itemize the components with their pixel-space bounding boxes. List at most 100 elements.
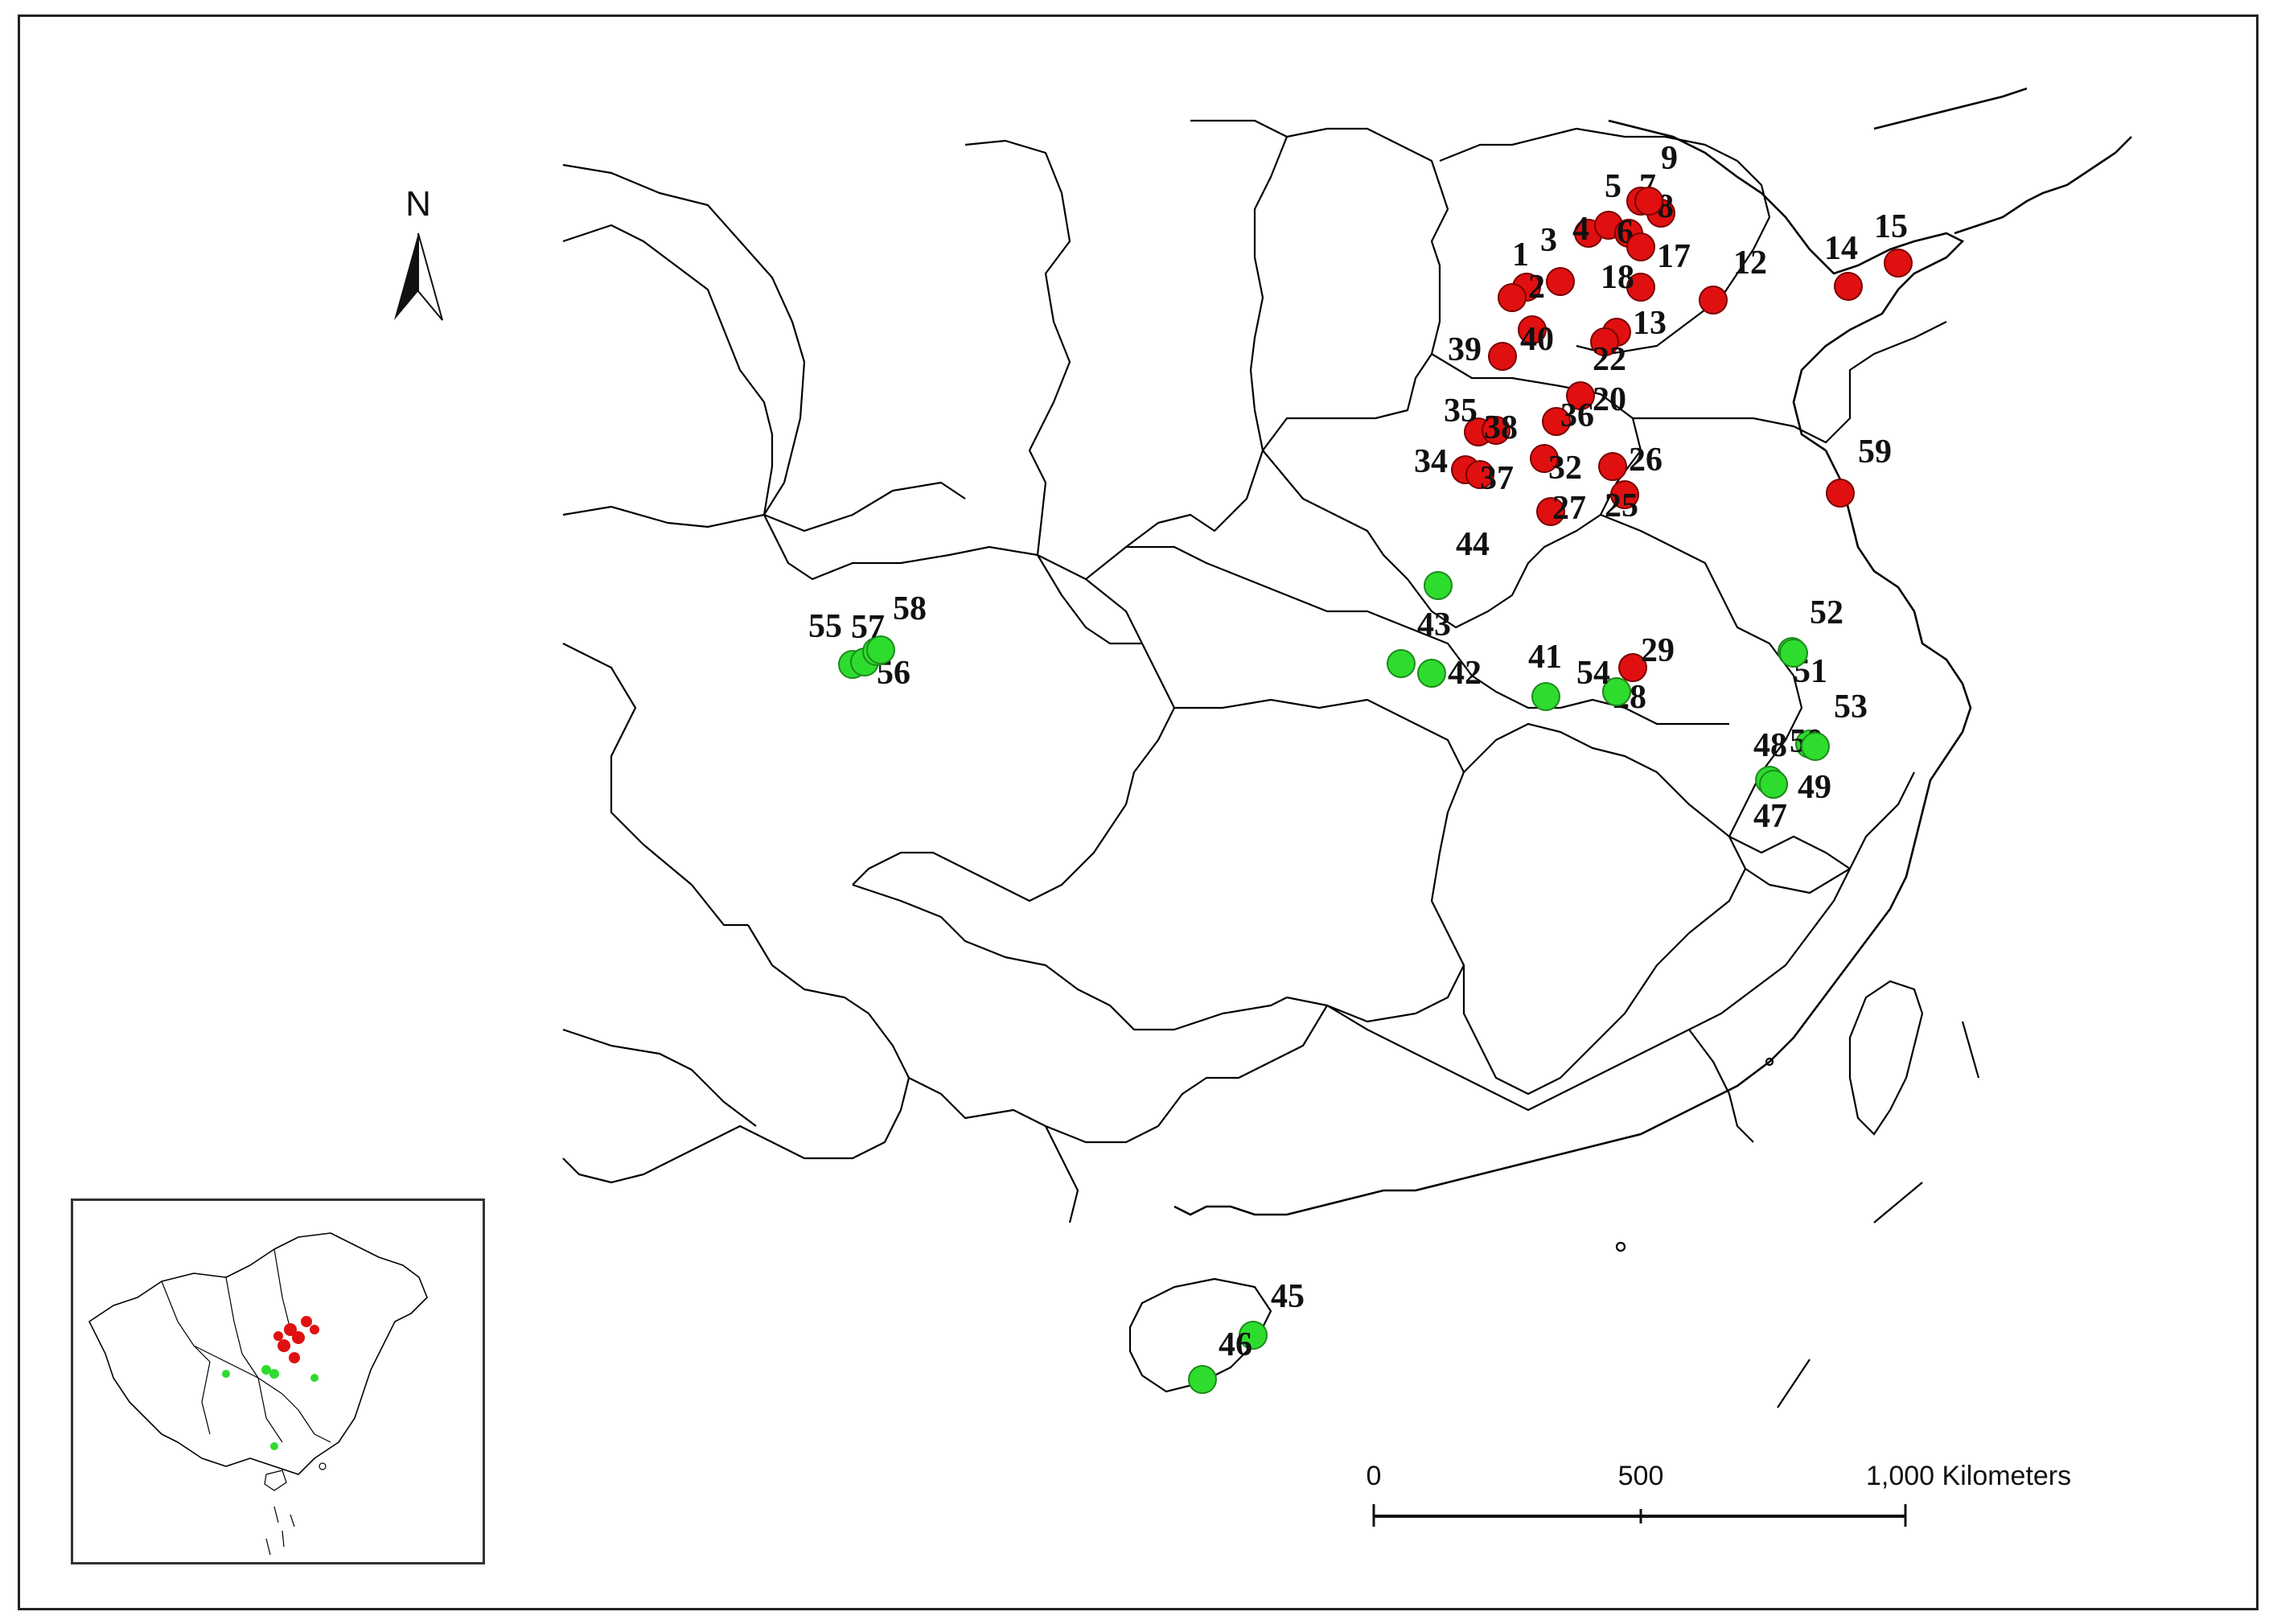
scale-bar: 0 500 1,000 Kilometers [1367,1461,2071,1527]
coastline-northeast [1873,87,2132,235]
site-marker-54[interactable] [1602,677,1631,706]
island-hainan [1128,1277,1272,1393]
site-marker-43[interactable] [1387,649,1416,678]
site-marker-12[interactable] [1699,286,1728,315]
site-label-54: 54 [1576,655,1610,692]
scale-label-0: 0 [1367,1461,1382,1491]
inset-site-green [310,1374,319,1382]
site-marker-26[interactable] [1598,452,1627,481]
site-label-40: 40 [1520,321,1554,358]
inset-china-outline [88,1232,428,1475]
site-marker-52[interactable] [1779,639,1808,668]
site-label-18: 18 [1601,259,1634,296]
site-marker-9[interactable] [1634,187,1663,216]
inset-internal-boundaries [161,1248,331,1443]
site-label-25: 25 [1605,487,1638,524]
site-marker-3[interactable] [1546,267,1575,296]
site-label-2: 2 [1528,269,1545,306]
inset-site-red [289,1352,300,1363]
inset-south-islands [265,1506,295,1556]
site-marker-45[interactable] [1239,1321,1268,1350]
site-label-35: 35 [1444,393,1478,430]
inset-map [71,1198,485,1564]
site-label-14: 14 [1824,230,1858,267]
boundary-shanxi [1262,127,1449,451]
inset-site-red [277,1339,290,1352]
site-marker-41[interactable] [1531,682,1560,711]
boundary-yunnan [562,924,910,1184]
site-marker-27[interactable] [1536,497,1565,526]
site-marker-22[interactable] [1590,327,1619,356]
site-marker-17[interactable] [1626,232,1655,261]
site-label-20: 20 [1593,381,1626,418]
site-label-38: 38 [1484,409,1518,446]
site-marker-53[interactable] [1801,732,1830,761]
site-label-27: 27 [1552,490,1586,527]
province-boundaries [562,119,1947,1223]
island-line-3 [1777,1359,1811,1408]
site-label-48: 48 [1753,727,1787,764]
site-marker-32[interactable] [1530,444,1559,473]
inset-site-green [269,1369,279,1379]
site-label-52: 52 [1810,594,1843,631]
site-label-36: 36 [1560,397,1594,434]
site-label-12: 12 [1733,245,1767,282]
site-marker-49[interactable] [1759,770,1788,799]
site-marker-44[interactable] [1424,571,1453,600]
island-dot-2 [1765,1057,1774,1067]
site-marker-25[interactable] [1610,480,1639,509]
boundary-guangdong [1326,868,1851,1112]
boundary-gansu-ningxia [964,139,1071,556]
site-label-26: 26 [1629,442,1663,479]
coastline [1173,87,2132,1216]
boundary-fujian-east [1688,1029,1754,1143]
site-marker-58[interactable] [866,635,895,664]
site-marker-39[interactable] [1488,342,1517,371]
site-marker-18[interactable] [1626,273,1655,302]
site-marker-2[interactable] [1498,283,1527,312]
site-marker-20[interactable] [1566,381,1595,410]
north-arrow-letter: N [405,184,431,224]
inset-sites-red [273,1316,319,1363]
site-marker-15[interactable] [1884,249,1913,278]
site-label-1: 1 [1512,236,1529,273]
site-label-49: 49 [1798,769,1831,806]
sites-green-layer: 414243444546474849505152535455565758 [808,526,1868,1394]
site-label-22: 22 [1593,341,1626,378]
site-marker-42[interactable] [1417,659,1446,688]
site-label-53: 53 [1834,689,1868,726]
island-taiwan [1848,980,1924,1136]
site-marker-38[interactable] [1482,416,1510,445]
inset-site-green [261,1365,271,1375]
site-marker-36[interactable] [1542,407,1571,436]
site-marker-46[interactable] [1188,1365,1217,1394]
site-label-43: 43 [1417,606,1451,643]
boundary-shandong [1633,321,1947,444]
boundary-shaanxi [1085,119,1289,580]
north-arrow-half [417,232,443,321]
boundary-hunan [1174,698,1465,1023]
north-arrow: N [394,184,443,321]
boundary-jiangxi [1462,722,1747,1096]
site-label-47: 47 [1753,798,1787,835]
inset-site-red [292,1331,305,1344]
site-marker-40[interactable] [1518,315,1547,344]
site-label-55: 55 [808,608,842,645]
coastline-east [1173,450,1972,1216]
site-marker-14[interactable] [1834,272,1863,301]
boundary-hebei-beijing [1439,127,1771,356]
site-label-59: 59 [1858,434,1892,471]
site-marker-59[interactable] [1826,479,1855,508]
site-label-9: 9 [1661,140,1678,177]
site-marker-37[interactable] [1465,460,1494,489]
boundary-guizhou [852,804,1288,1031]
site-label-45: 45 [1271,1278,1305,1315]
inset-site-red [273,1331,283,1341]
site-marker-29[interactable] [1618,653,1647,682]
inset-taiwan [319,1462,327,1470]
coastline-north [1608,119,1965,452]
island-line-2 [1873,1182,1923,1223]
island-dot-1 [1615,1241,1626,1252]
site-label-17: 17 [1657,238,1691,275]
